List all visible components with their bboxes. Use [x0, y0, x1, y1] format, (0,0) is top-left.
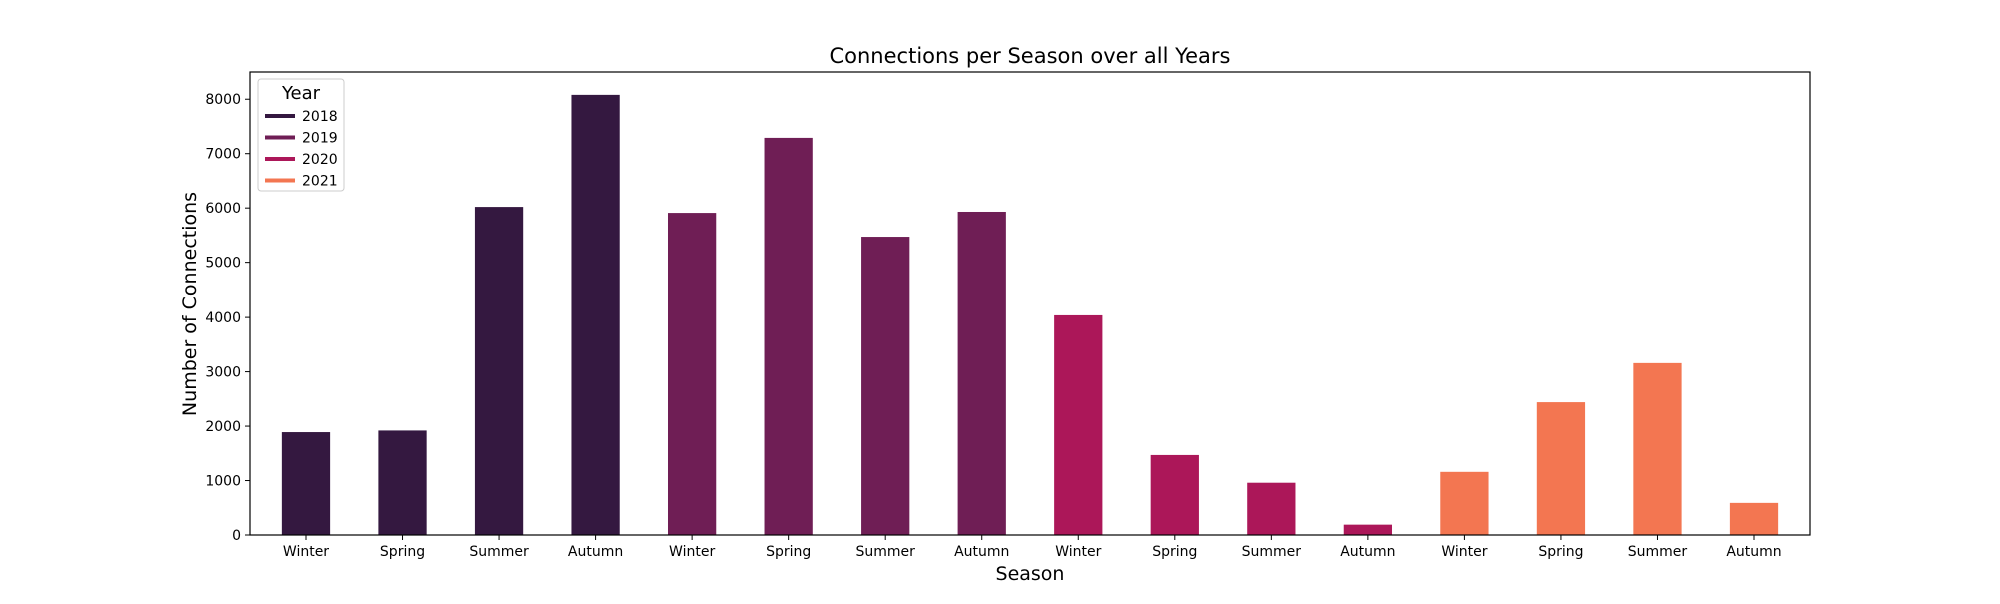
bar-autumn-2020 [1343, 524, 1393, 535]
bar-winter-2019 [667, 213, 717, 535]
x-tick-label: Autumn [1340, 544, 1395, 560]
x-axis: Winter Spring Summer Autumn Winter Spring Summ… [283, 535, 1782, 560]
x-tick-label: Autumn [954, 544, 1009, 560]
bar-spring-2020 [1150, 454, 1199, 535]
bar-summer-2021 [1633, 362, 1682, 535]
y-tick-label: 2000 [205, 419, 241, 435]
legend-label-2018: 2018 [302, 109, 338, 125]
x-axis-label: Season [996, 563, 1065, 585]
x-tick-label: Spring [1152, 544, 1197, 560]
x-tick-label: Winter [1441, 544, 1487, 560]
bar-winter-2018 [281, 432, 331, 535]
legend-box [257, 78, 345, 192]
x-tick-label: Winter [283, 544, 329, 560]
legend-title: Year [281, 83, 321, 104]
y-axis-label: Number of Connections [179, 192, 201, 416]
bar-spring-2018 [378, 430, 427, 535]
x-tick-label: Summer [855, 544, 915, 560]
bar-winter-2020 [1054, 314, 1103, 535]
x-tick-label: Spring [1538, 544, 1583, 560]
plot-frame [249, 71, 1811, 536]
legend-label-2020: 2020 [302, 152, 338, 168]
y-axis: 0 1000 2000 3000 4000 5000 6000 7000 8000 [205, 92, 250, 544]
y-tick-label: 8000 [205, 92, 241, 108]
x-tick-label: Autumn [1726, 544, 1781, 560]
y-tick-label: 5000 [205, 256, 241, 272]
bar-spring-2021 [1536, 402, 1586, 535]
x-tick-label: Summer [469, 544, 529, 560]
bar-winter-2021 [1440, 471, 1489, 535]
bar-autumn-2019 [957, 211, 1006, 535]
bars-group [281, 94, 1779, 536]
x-tick-label: Summer [1242, 544, 1302, 560]
x-tick-label: Winter [669, 544, 715, 560]
legend-label-2021: 2021 [302, 174, 338, 190]
y-tick-label: 0 [232, 528, 241, 544]
bar-spring-2019 [764, 137, 813, 535]
y-tick-label: 3000 [205, 365, 241, 381]
y-tick-label: 1000 [205, 474, 241, 490]
legend: Year 2018 2019 2020 2021 [257, 78, 345, 192]
chart-title: Connections per Season over all Years [829, 44, 1230, 68]
y-tick-label: 4000 [205, 310, 241, 326]
y-tick-label: 7000 [205, 147, 241, 163]
bar-autumn-2018 [571, 94, 620, 535]
x-tick-label: Spring [380, 544, 425, 560]
bar-summer-2019 [861, 237, 910, 535]
bar-summer-2018 [474, 207, 524, 536]
x-tick-label: Spring [766, 544, 811, 560]
legend-label-2019: 2019 [302, 131, 338, 147]
bar-autumn-2021 [1729, 502, 1779, 535]
x-tick-label: Summer [1628, 544, 1688, 560]
x-tick-label: Winter [1055, 544, 1101, 560]
bar-summer-2020 [1247, 482, 1296, 535]
x-tick-label: Autumn [568, 544, 623, 560]
y-tick-label: 6000 [205, 201, 241, 217]
